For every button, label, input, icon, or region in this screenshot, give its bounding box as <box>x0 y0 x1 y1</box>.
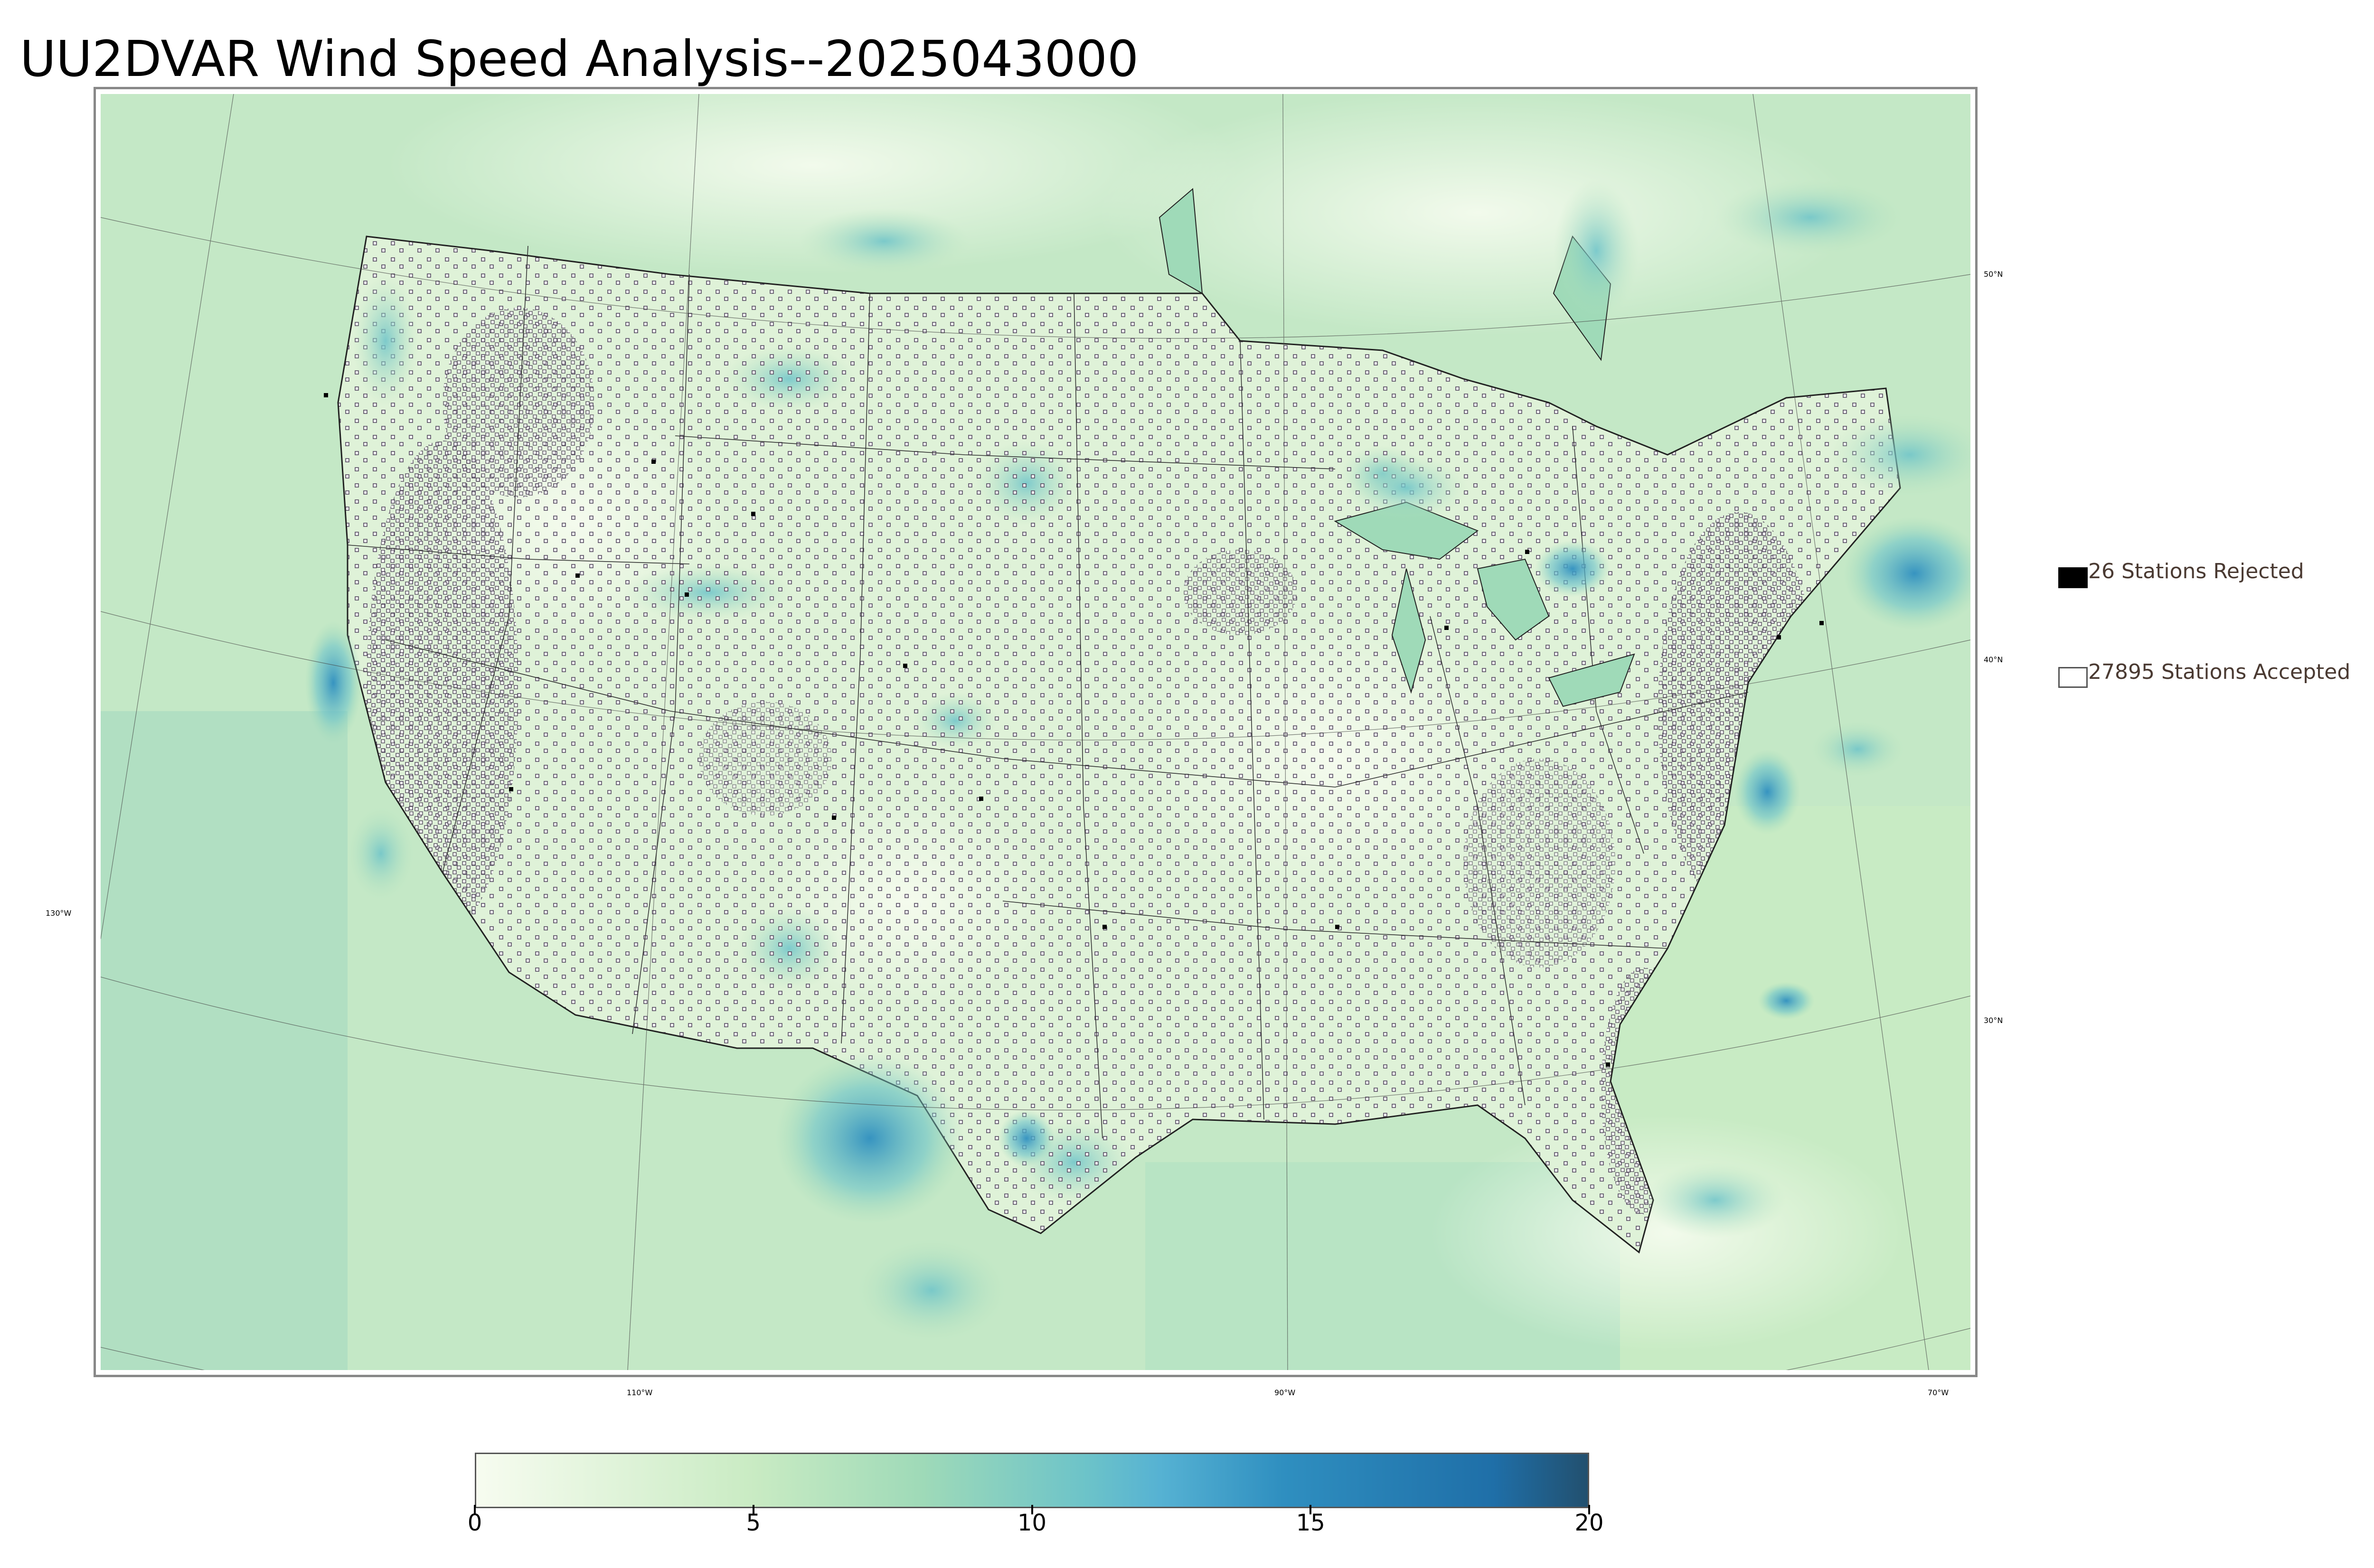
rejected-station-swatch <box>2058 567 2088 588</box>
rejected-stations-label: 26 Stations Rejected <box>2088 559 2304 583</box>
colorbar-gradient <box>476 1454 1588 1507</box>
lat-label-30n: 30°N <box>1984 1016 2003 1025</box>
accepted-stations-label: 27895 Stations Accepted <box>2088 660 2351 684</box>
colorbar-tick-label: 10 <box>1017 1510 1047 1536</box>
lat-label-40n: 40°N <box>1984 655 2003 664</box>
lakes-coastlines <box>1159 188 1635 707</box>
lon-label-70w: 70°W <box>1928 1388 1949 1397</box>
map-title: UU2DVAR Wind Speed Analysis--2025043000 <box>19 30 1139 88</box>
colorbar-tick <box>1588 1505 1590 1514</box>
lon-label-110w: 110°W <box>627 1388 653 1397</box>
colorbar-tick <box>474 1505 476 1514</box>
colorbar-tick-label: 5 <box>746 1510 761 1536</box>
colorbar-tick-label: 0 <box>467 1510 482 1536</box>
wind-maxima <box>305 179 1970 1343</box>
us-state-borders <box>347 245 1749 1139</box>
colorbar-tick <box>1031 1505 1033 1514</box>
accepted-station-swatch <box>2058 667 2088 688</box>
colorbar-tick <box>1309 1505 1312 1514</box>
rejected-stations <box>324 393 1824 1067</box>
graticule <box>101 94 1970 1370</box>
wind-speed-map <box>101 94 1970 1370</box>
lat-label-50n: 50°N <box>1984 270 2003 279</box>
colorbar-tick-label: 20 <box>1574 1510 1604 1536</box>
lon-label-90w: 90°W <box>1274 1388 1296 1397</box>
colorbar-tick <box>752 1505 754 1514</box>
colorbar-tick-label: 15 <box>1296 1510 1325 1536</box>
colorbar <box>475 1453 1589 1508</box>
lon-label-130w: 130°W <box>46 909 72 918</box>
